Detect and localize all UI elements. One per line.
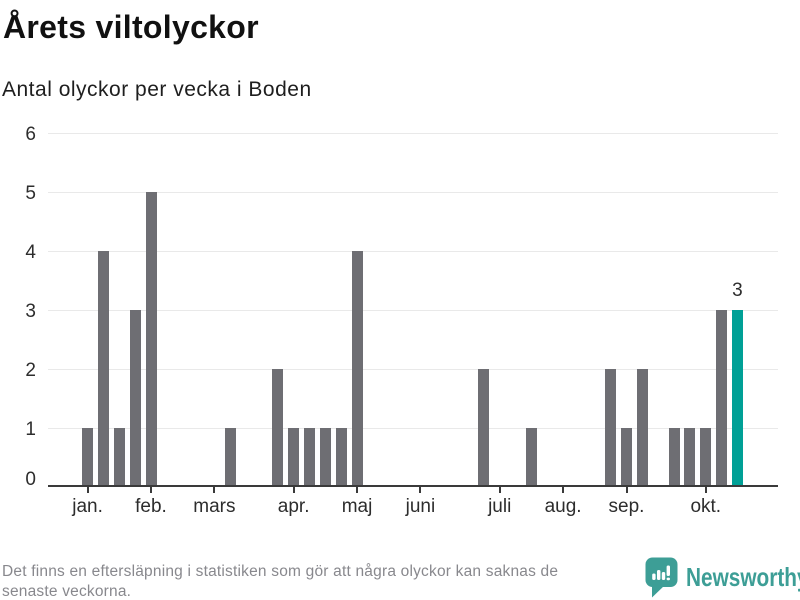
page-subtitle: Antal olyckor per vecka i Boden: [2, 78, 312, 101]
x-axis-label-juni: juni: [405, 496, 436, 517]
x-axis-tick-apr: [292, 487, 295, 493]
newsworthy-wordmark: Newsworthy: [686, 562, 800, 592]
y-axis-label-4: 4: [25, 242, 36, 263]
x-axis-tick-sep: [625, 487, 628, 493]
x-axis-line: [48, 485, 778, 487]
grid-line-y-4: [48, 250, 778, 252]
x-axis-tick-jan: [86, 487, 89, 493]
bar-week-40: [700, 428, 712, 487]
bar-week-5: [145, 192, 157, 487]
bar-week-4: [129, 310, 141, 487]
y-axis-label-0: 0: [25, 469, 36, 490]
grid-line-y-6: [48, 132, 778, 134]
x-axis-label-jan: jan.: [72, 496, 103, 517]
bar-week-39: [684, 428, 696, 487]
x-axis-label-apr: apr.: [277, 496, 310, 517]
y-axis-label-5: 5: [25, 183, 36, 204]
footer-note-line1: Det finns en eftersläpning i statistiken…: [2, 563, 559, 580]
x-axis-tick-mars: [213, 487, 216, 493]
x-axis-tick-juli: [498, 487, 501, 493]
x-axis-tick-aug: [562, 487, 565, 493]
bar-week-36: [636, 369, 648, 487]
bar-week-34: [605, 369, 617, 487]
x-axis-tick-maj: [356, 487, 359, 493]
y-axis-label-2: 2: [25, 360, 36, 381]
bar-week-38: [668, 428, 680, 487]
bar-week-41: [716, 310, 728, 487]
x-axis-label-aug: aug.: [544, 496, 582, 517]
bar-week-29: [525, 428, 537, 487]
bar-week-13: [272, 369, 284, 487]
bar-week-35: [621, 428, 632, 487]
x-axis-tick-feb: [150, 487, 152, 493]
x-axis-tick-juni: [419, 487, 422, 493]
bar-week-10: [224, 428, 236, 487]
bar-week-1: [82, 428, 94, 487]
x-axis-label-feb: feb.: [135, 496, 167, 517]
footer-note: Det finns en eftersläpning i statistiken…: [2, 562, 558, 600]
x-axis-label-sep: sep.: [608, 496, 645, 517]
bar-week-18: [351, 251, 363, 487]
highlight-value-label: 3: [732, 280, 743, 301]
grid-line-y-3: [48, 309, 778, 311]
x-axis-label-okt: okt.: [690, 496, 722, 517]
bar-week-42-highlighted: [732, 310, 743, 487]
grid-line-y-2: [48, 368, 778, 370]
y-axis-label-6: 6: [25, 124, 36, 145]
bar-week-17: [335, 428, 347, 487]
bar-week-15: [304, 428, 315, 487]
page-title: Årets viltolyckor: [3, 9, 259, 45]
newsworthy-speech-bubble-icon: [645, 557, 678, 598]
x-axis-tick-okt: [704, 487, 707, 493]
x-axis-label-juli: juli: [488, 496, 512, 517]
bar-week-2: [97, 251, 109, 487]
y-axis-label-3: 3: [25, 301, 36, 322]
footer-note-line2: senaste veckorna.: [2, 583, 132, 600]
x-axis-label-mars: mars: [193, 496, 236, 517]
bar-week-3: [113, 428, 125, 487]
y-axis-label-1: 1: [25, 419, 36, 440]
bar-week-16: [319, 428, 331, 487]
grid-line-y-5: [48, 191, 778, 193]
grid-line-y-1: [48, 427, 778, 429]
bar-week-26: [478, 369, 490, 487]
newsworthy-logo: Newsworthy: [645, 557, 800, 598]
x-axis-label-maj: maj: [341, 496, 373, 517]
bar-week-14: [288, 428, 300, 487]
